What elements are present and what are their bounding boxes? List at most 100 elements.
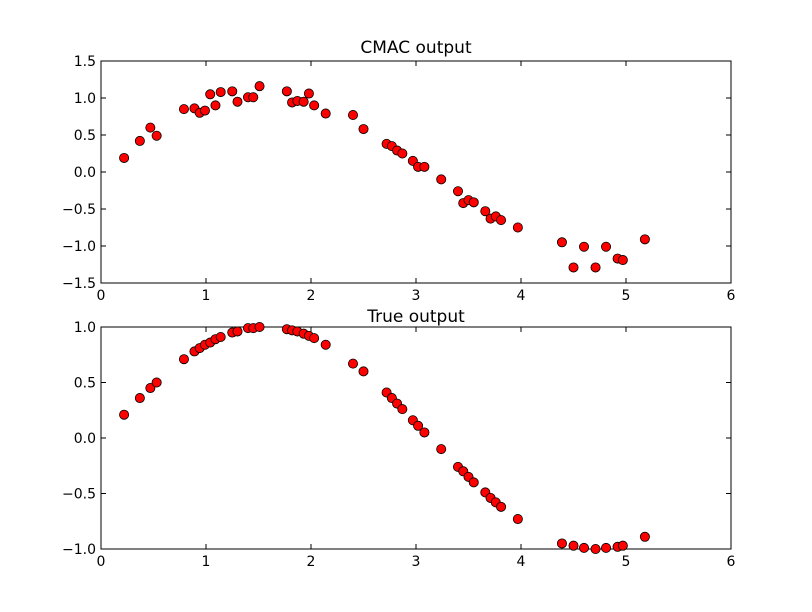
cmac-data-point: [436, 174, 447, 185]
true-data-point: [556, 538, 567, 549]
cmac-data-point: [309, 100, 320, 111]
cmac-output-chart: CMAC output 0 1 2 3 4 5 6 1.5 1.0 0.5 0.0 −0.5 −1.0…: [62, 38, 736, 304]
true-data-point: [151, 377, 162, 388]
true-data-point: [568, 540, 579, 551]
cmac-data-point: [480, 206, 491, 217]
true-x-tick-label: 3: [412, 554, 421, 570]
true-data-point: [215, 331, 226, 342]
cmac-data-point: [419, 161, 430, 172]
cmac-data-point: [232, 96, 243, 107]
cmac-data-point: [119, 152, 130, 163]
cmac-data-point: [452, 186, 463, 197]
true-data-point: [579, 542, 590, 553]
cmac-data-point: [151, 130, 162, 141]
cmac-data-point: [303, 88, 314, 99]
cmac-y-tick-label: 0.0: [74, 165, 96, 181]
true-data-point: [232, 326, 243, 337]
true-chart-title: True output: [366, 307, 465, 327]
cmac-data-point: [512, 222, 523, 233]
true-data-point: [601, 542, 612, 553]
cmac-data-point: [601, 241, 612, 252]
cmac-x-tick-label: 0: [97, 288, 106, 304]
cmac-data-point: [199, 105, 210, 116]
cmac-data-point: [205, 89, 216, 100]
true-data-point: [178, 354, 189, 365]
cmac-data-point: [579, 241, 590, 252]
true-data-point: [617, 540, 628, 551]
cmac-x-tick-label: 4: [517, 288, 526, 304]
true-data-point: [639, 531, 650, 542]
true-y-tick-label: 0.0: [74, 431, 96, 447]
cmac-y-tick-label: −1.5: [62, 276, 96, 292]
true-data-point: [119, 409, 130, 420]
true-data-point: [358, 366, 369, 377]
true-data-point: [347, 358, 358, 369]
true-data-point: [436, 444, 447, 455]
cmac-data-point: [556, 237, 567, 248]
cmac-data-point: [145, 122, 156, 133]
true-data-point: [320, 339, 331, 350]
true-data-point: [496, 501, 507, 512]
cmac-x-tick-label: 2: [307, 288, 316, 304]
cmac-chart-title: CMAC output: [360, 38, 472, 58]
true-x-tick-label: 6: [727, 554, 736, 570]
cmac-y-axis: 1.5 1.0 0.5 0.0 −0.5 −1.0 −1.5: [62, 54, 731, 292]
true-y-axis: 1.0 0.5 0.0 −0.5 −1.0: [62, 320, 731, 558]
true-x-tick-label: 0: [97, 554, 106, 570]
true-data-point: [397, 404, 408, 415]
cmac-data-point: [210, 100, 221, 111]
true-x-tick-label: 1: [202, 554, 211, 570]
true-x-axis: 0 1 2 3 4 5 6: [97, 327, 736, 570]
true-x-tick-label: 5: [622, 554, 631, 570]
cmac-x-tick-label: 6: [727, 288, 736, 304]
true-data-point: [134, 393, 145, 404]
true-data-point: [413, 420, 424, 431]
cmac-x-tick-label: 5: [622, 288, 631, 304]
true-y-tick-label: 1.0: [74, 320, 96, 336]
true-data-point: [254, 321, 265, 332]
true-y-tick-label: −1.0: [62, 542, 96, 558]
cmac-y-tick-label: 1.0: [74, 91, 96, 107]
true-data-point: [590, 544, 601, 555]
cmac-y-tick-label: −0.5: [62, 202, 96, 218]
true-data-point: [309, 333, 320, 344]
cmac-data-point: [281, 86, 292, 97]
cmac-data-point: [590, 262, 601, 273]
cmac-data-point: [358, 124, 369, 135]
cmac-data-point: [496, 215, 507, 226]
true-plot-area: [100, 326, 732, 550]
true-data-point: [468, 477, 479, 488]
cmac-y-tick-label: 1.5: [74, 54, 96, 70]
cmac-data-point: [254, 81, 265, 92]
cmac-data-point: [320, 108, 331, 119]
cmac-x-tick-label: 1: [202, 288, 211, 304]
cmac-data-point: [397, 148, 408, 159]
cmac-points: [119, 81, 650, 273]
cmac-data-point: [568, 262, 579, 273]
cmac-y-tick-label: 0.5: [74, 128, 96, 144]
true-y-tick-label: −0.5: [62, 487, 96, 503]
true-x-tick-label: 4: [517, 554, 526, 570]
cmac-x-tick-label: 3: [412, 288, 421, 304]
true-data-point: [145, 383, 156, 394]
cmac-data-point: [639, 234, 650, 245]
true-y-tick-label: 0.5: [74, 376, 96, 392]
cmac-data-point: [347, 110, 358, 121]
cmac-data-point: [617, 255, 628, 266]
cmac-data-point: [227, 86, 238, 97]
true-data-point: [512, 514, 523, 525]
true-data-point: [419, 427, 430, 438]
cmac-data-point: [134, 135, 145, 146]
cmac-y-tick-label: −1.0: [62, 239, 96, 255]
true-output-chart: 0 1 2 3 4 5 6 1.0 0.5 0.0 −0.5 −1.0 True output: [62, 307, 736, 570]
cmac-data-point: [248, 92, 259, 103]
cmac-data-point: [178, 104, 189, 115]
cmac-data-point: [215, 87, 226, 98]
true-x-tick-label: 2: [307, 554, 316, 570]
true-points: [119, 321, 650, 555]
cmac-x-axis: 0 1 2 3 4 5 6: [97, 61, 736, 304]
cmac-plot-area: [100, 60, 732, 284]
cmac-data-point: [298, 96, 309, 107]
cmac-data-point: [468, 197, 479, 208]
